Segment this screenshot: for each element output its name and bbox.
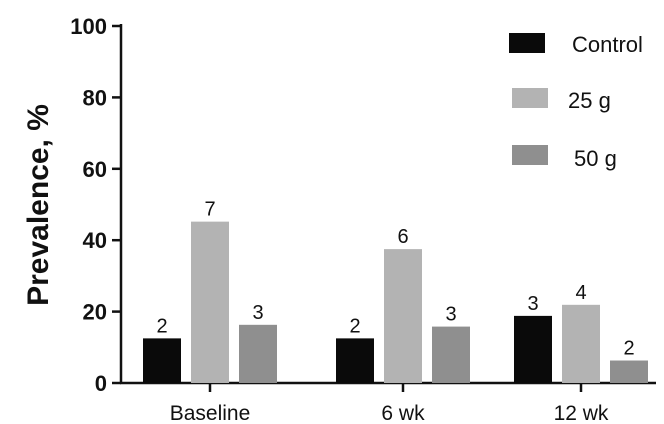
y-tick-label: 80 bbox=[83, 85, 107, 110]
y-tick-label: 20 bbox=[83, 300, 107, 325]
bar-data-label: 2 bbox=[623, 338, 634, 360]
bar bbox=[384, 249, 422, 383]
bar-data-label: 4 bbox=[575, 282, 586, 304]
legend-label: 50 g bbox=[574, 146, 617, 171]
y-tick-label: 0 bbox=[95, 371, 107, 396]
y-tick-label: 60 bbox=[83, 157, 107, 182]
bar-data-label: 2 bbox=[349, 315, 360, 337]
y-tick-label: 100 bbox=[70, 14, 107, 39]
legend-label: 25 g bbox=[568, 88, 611, 113]
y-axis-label: Prevalence, % bbox=[22, 104, 55, 306]
bar bbox=[562, 304, 600, 383]
bar-data-label: 3 bbox=[527, 293, 538, 315]
chart-legend: Control 25 g 50 g bbox=[509, 32, 643, 171]
legend-label: Control bbox=[572, 32, 643, 57]
bar bbox=[336, 338, 374, 383]
bar bbox=[610, 360, 648, 383]
bar-data-label: 3 bbox=[252, 302, 263, 324]
bar-data-label: 3 bbox=[445, 304, 456, 326]
bar bbox=[143, 338, 181, 383]
legend-swatch bbox=[509, 33, 545, 53]
x-tick-label: 12 wk bbox=[554, 402, 609, 424]
x-tick-label: 6 wk bbox=[381, 402, 425, 424]
x-tick-label: Baseline bbox=[170, 402, 251, 424]
bar bbox=[514, 315, 552, 383]
bar bbox=[432, 326, 470, 383]
bar bbox=[191, 221, 229, 383]
bar-data-label: 6 bbox=[397, 226, 408, 248]
bar bbox=[239, 324, 277, 383]
y-tick-label: 40 bbox=[83, 228, 107, 253]
legend-swatch bbox=[512, 88, 548, 108]
bar-data-label: 7 bbox=[204, 199, 215, 221]
bar-data-label: 2 bbox=[156, 315, 167, 337]
legend-swatch bbox=[512, 145, 548, 165]
chart-bars: 2 7 3 2 6 3 3 4 2 bbox=[143, 199, 648, 383]
